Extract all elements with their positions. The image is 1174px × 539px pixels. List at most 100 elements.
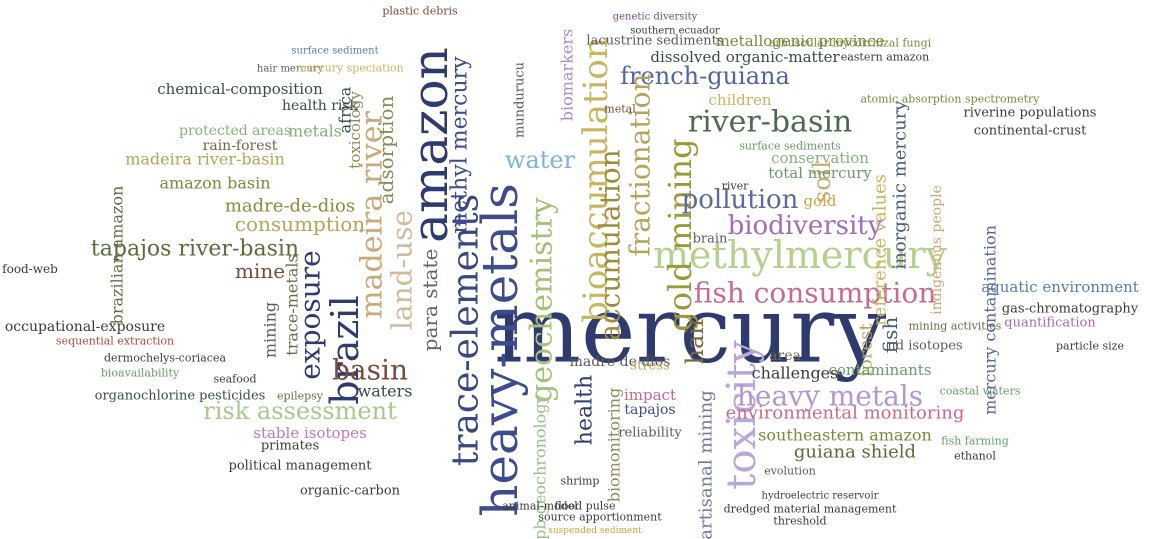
word: heavy-metals [471,183,529,517]
word: reliability [618,426,682,441]
word: brazil [323,295,367,404]
word: mining activities [909,320,1002,333]
word: metal [604,103,636,116]
word: animal-model [502,500,578,513]
word: conservation [771,149,869,167]
word: biomarkers [558,29,577,121]
word: environmental monitoring [726,403,965,424]
word: stable isotopes [253,424,366,442]
word: artisanal mining [696,390,717,539]
word: mercury speciation [296,62,404,75]
word: gold mining [661,138,699,331]
word: soil [808,161,836,203]
word: madre-de-dios [225,196,355,217]
word: land-use [386,210,419,330]
word: fractionation [624,73,657,256]
word: chemical-composition [157,80,323,98]
word: occupational-exposure [5,319,165,335]
word: madre de dios [570,354,671,370]
word: eastern amazon [841,51,930,64]
word: heavy metals [737,380,923,413]
word: total mercury [768,164,872,182]
word: area [769,348,801,364]
word: hair [681,315,709,364]
word: river-basin [688,105,853,140]
word: nd isotopes [887,339,962,354]
word: risk assessment [203,397,397,425]
word: source apportionment [538,511,662,524]
word: atomic absorption spectrometry [860,93,1040,106]
word: flood pulse [555,500,616,513]
word: children [709,91,772,109]
word: lacustrine sediments [586,34,723,49]
word: plastic debris [382,5,458,18]
word: mercury contamination [981,225,1000,415]
word: fish consumption [694,277,937,310]
word: health risk [282,98,359,114]
word: amazon basin [159,174,270,193]
word: methylmercury [653,233,947,277]
word: tapajos river-basin [91,237,299,262]
word: dissolved organic-matter [650,48,840,66]
word: water [505,146,576,174]
word: quantification [1004,316,1096,331]
word: adsorption [374,96,398,205]
word: geochemistry [525,197,560,403]
word: inorganic mercury [890,100,911,270]
word: aquatic environment [981,278,1139,296]
word: madeira river [355,111,390,319]
word: organic-carbon [300,484,401,499]
word: mercury [494,277,886,384]
word: toxicology [346,91,364,169]
word: exposure [294,250,327,380]
word: seafood [213,373,256,386]
word: sequential extraction [56,335,174,348]
word: epilepsy [277,390,324,403]
word: mundurucu [513,62,528,138]
word: impact [624,386,676,404]
word: amazon [401,47,459,243]
word: threshold [773,515,826,528]
word: africa [336,86,355,133]
word: rain-forest [203,138,278,154]
word: u-pb geochronology [531,394,550,539]
word: metals [288,122,342,141]
word: river [722,180,750,193]
word: accumulation [594,149,627,340]
word: mining [261,302,280,358]
word: madeira river-basin [125,150,285,169]
word: southern ecuador [630,26,720,37]
word: evolution [764,465,816,478]
word: reference values [870,174,891,326]
word: health [573,375,598,445]
word: surface sediments [739,140,841,153]
word: biodiversity [728,211,883,241]
word: forest [856,323,877,377]
word: gold [803,192,836,210]
word: genetic diversity [613,12,698,23]
word: bioavailability [101,367,180,380]
word: bioaccumulation [576,37,616,323]
word: challenges [752,364,839,383]
word: trace-metals [283,254,302,355]
word: hydroelectric reservoir [762,491,879,502]
word: toxicity [719,340,765,490]
word: arbuscular mycorrhizal fungi [769,37,932,50]
word: gas-chromatography [1002,302,1139,317]
word: riverine populations [964,106,1097,121]
word: shrimp [561,475,600,488]
word: para state [418,249,442,352]
word: trace-elements [446,194,487,466]
word: indigenous people [929,185,945,315]
word: basin [332,354,408,387]
word: mine [235,259,285,283]
word: southeastern amazon [758,426,932,445]
word: waters [358,382,413,401]
word: coastal waters [940,385,1021,398]
word: particle size [1056,340,1124,353]
word: methyl mercury [448,56,473,234]
word: surface sediment [291,46,378,57]
word: tapajos [624,402,675,418]
